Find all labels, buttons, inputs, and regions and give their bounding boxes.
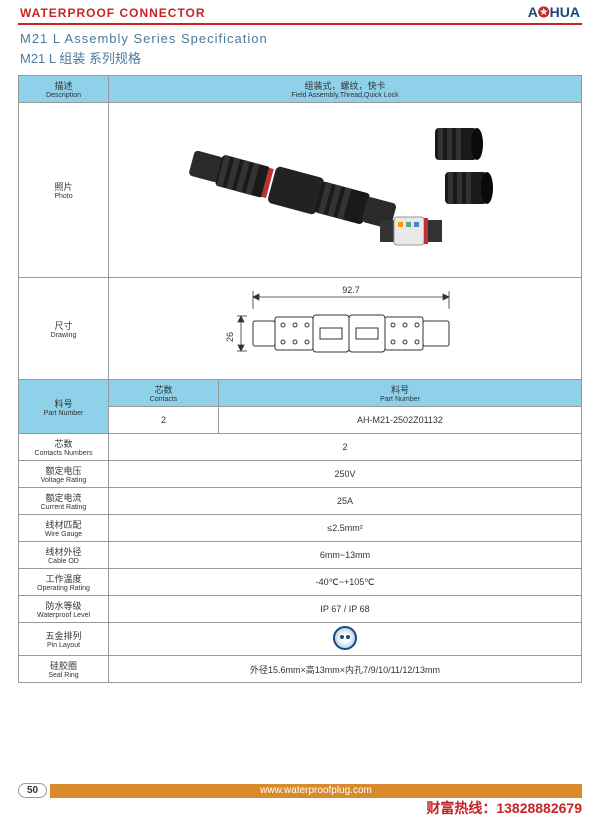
spec-table: 描述Description 组装式，螺纹，快卡Field Assembly,Th… (18, 75, 582, 683)
header-title: WATERPROOF CONNECTOR (20, 6, 206, 20)
dimension-drawing: 92.7 26 (165, 281, 525, 376)
page-footer: www.waterproofplug.com 50 (0, 784, 600, 798)
description-row: 描述Description 组装式，螺纹，快卡Field Assembly,Th… (19, 76, 582, 103)
title-chinese: M21 L 组装 系列规格 (20, 48, 580, 67)
current-row: 额定电流Current Rating 25A (19, 488, 582, 515)
contacts-row: 芯数Contacts Numbers 2 (19, 434, 582, 461)
waterproof-row: 防水等级Waterproof Level IP 67 / IP 68 (19, 596, 582, 623)
cable-od-row: 线材外径Cable OD 6mm~13mm (19, 542, 582, 569)
title-english: M21 L Assembly Series Specification (20, 31, 580, 46)
seal-ring-row: 硅胶圈Seal Ring 外径15.6mm×高13mm×内孔7/9/10/11/… (19, 656, 582, 683)
title-block: M21 L Assembly Series Specification M21 … (0, 25, 600, 71)
svg-text:92.7: 92.7 (342, 285, 360, 295)
wire-gauge-row: 线材匹配Wire Gauge ≤2.5mm² (19, 515, 582, 542)
brand-logo: A✪HUA (528, 4, 580, 21)
hotline: 财富热线：13828882679 (426, 798, 582, 818)
pin-layout-row: 五金排列Pin Layout (19, 623, 582, 656)
footer-url: www.waterproofplug.com (50, 784, 582, 798)
voltage-row: 额定电压Voltage Rating 250V (19, 461, 582, 488)
svg-text:26: 26 (225, 332, 235, 342)
page-header: WATERPROOF CONNECTOR A✪HUA (0, 0, 600, 23)
product-photo (155, 110, 535, 270)
drawing-row: 尺寸Drawing 92.7 26 (19, 278, 582, 380)
pin-layout-icon (333, 626, 357, 650)
partnumber-header-row: 料号Part Number 芯数Contacts 料号Part Number (19, 380, 582, 407)
operating-row: 工作温度Operating Rating -40℃~+105℃ (19, 569, 582, 596)
photo-row: 照片Photo (19, 103, 582, 278)
page-number: 50 (18, 783, 47, 798)
